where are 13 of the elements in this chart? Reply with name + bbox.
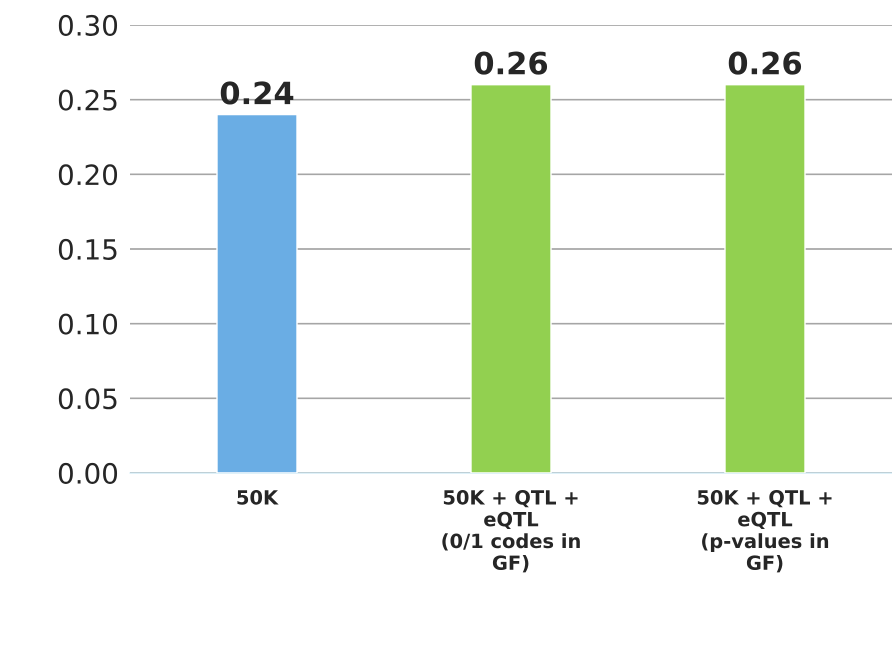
data-label: 0.26 xyxy=(728,52,802,75)
data-label: 0.26 xyxy=(474,52,548,75)
y-tick-label: 0.05 xyxy=(58,388,116,410)
y-tick-label: 0.00 xyxy=(58,462,118,484)
x-tick-label: 50K + QTL + eQTL (0/1 codes in GF) xyxy=(442,490,580,572)
y-tick-label: 0.30 xyxy=(58,14,118,36)
x-tick-label: 50K + QTL + eQTL (p-values in GF) xyxy=(698,490,832,572)
y-tick-label: 0.25 xyxy=(58,90,116,111)
y-tick-label: 0.10 xyxy=(58,314,118,335)
y-tick-label: 0.20 xyxy=(58,164,118,186)
x-tick-label: 50K xyxy=(237,490,279,505)
y-tick-label: 0.15 xyxy=(58,238,116,260)
data-label: 0.24 xyxy=(220,81,294,105)
